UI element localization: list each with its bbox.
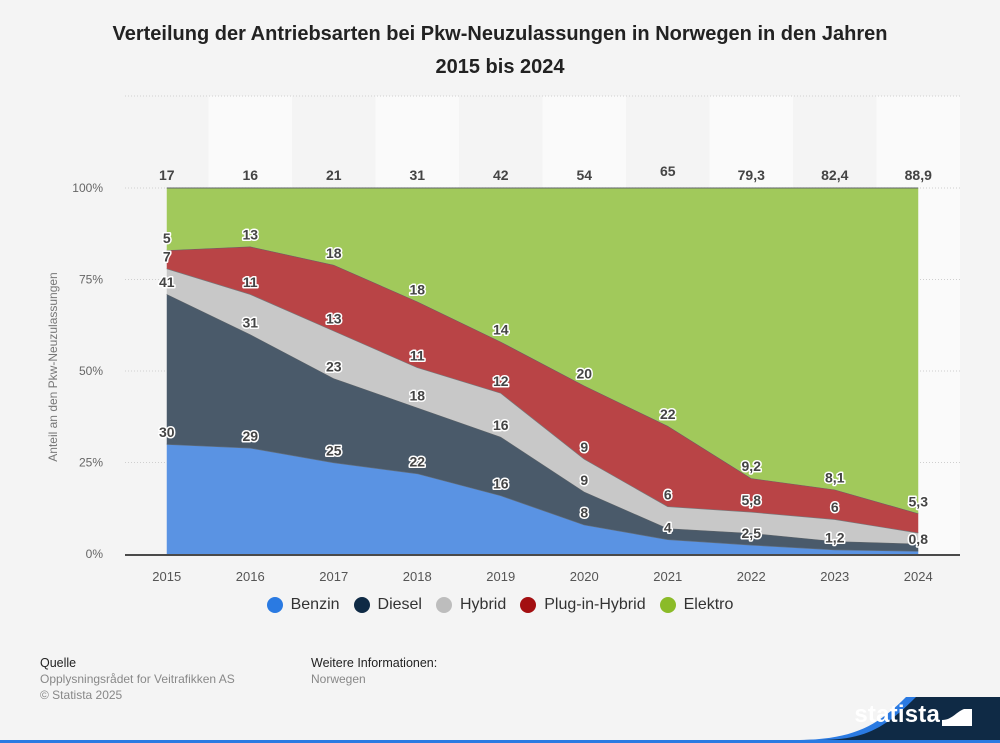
x-tick-label: 2021 — [653, 569, 682, 584]
info-heading: Weitere Informationen: — [311, 656, 438, 670]
x-tick-label: 2019 — [486, 569, 515, 584]
legend-label: Benzin — [290, 596, 340, 613]
data-label-benzin: 0,8 — [909, 531, 929, 547]
area-diesel — [166, 294, 919, 552]
data-label-benzin: 16 — [493, 475, 509, 491]
area-elektro — [166, 188, 919, 514]
data-label-elektro: 54 — [576, 167, 592, 183]
data-label-plug-in-hybrid: 18 — [409, 281, 425, 297]
footer-info: Weitere Informationen: Norwegen — [311, 655, 437, 687]
area-hybrid — [166, 268, 919, 544]
area-benzin — [166, 444, 919, 554]
data-label-diesel: 16 — [493, 417, 509, 433]
data-label-elektro: 88,9 — [905, 167, 932, 183]
data-label-diesel: 41 — [159, 274, 175, 290]
statista-brand[interactable]: statista — [800, 697, 1000, 740]
bottom-accent-line — [0, 740, 1000, 743]
data-label-plug-in-hybrid: 13 — [242, 227, 258, 243]
footer-source: Quelle Opplysningsrådet for Veitrafikken… — [40, 655, 235, 703]
data-label-elektro: 82,4 — [821, 167, 848, 183]
data-label-diesel: 23 — [326, 358, 342, 374]
legend-marker-diesel — [353, 597, 370, 613]
data-label-diesel: 31 — [242, 314, 258, 330]
legend-marker-elektro — [659, 597, 676, 613]
x-tick-label: 2023 — [820, 569, 849, 584]
chart-title-line-1: Verteilung der Antriebsarten bei Pkw-Neu… — [112, 23, 888, 45]
x-tick-label: 2020 — [570, 569, 599, 584]
y-tick-label: 25% — [79, 456, 103, 470]
data-label-plug-in-hybrid: 20 — [576, 366, 592, 382]
data-label-plug-in-hybrid: 9,2 — [742, 458, 762, 474]
chart-legend: Benzin Diesel Hybrid Plug-in-Hybrid Elek… — [0, 596, 1000, 614]
data-label-plug-in-hybrid: 5 — [163, 230, 171, 246]
legend-label: Elektro — [683, 596, 734, 613]
data-label-elektro: 65 — [660, 163, 676, 179]
data-label-elektro: 79,3 — [738, 167, 765, 183]
data-label-elektro: 17 — [159, 167, 175, 183]
legend-item-elektro[interactable]: Elektro — [659, 596, 734, 614]
legend-label: Plug-in-Hybrid — [544, 596, 646, 613]
data-label-hybrid: 12 — [493, 373, 509, 389]
y-tick-label: 50% — [79, 364, 103, 378]
legend-marker-hybrid — [435, 597, 452, 613]
legend-label: Hybrid — [459, 596, 507, 613]
data-label-plug-in-hybrid: 8,1 — [825, 470, 845, 486]
chart-title: Verteilung der Antriebsarten bei Pkw-Neu… — [40, 18, 960, 84]
data-label-elektro: 42 — [493, 167, 509, 183]
data-label-benzin: 29 — [242, 428, 258, 444]
data-label-benzin: 30 — [159, 424, 175, 440]
legend-marker-plug-in-hybrid — [520, 597, 537, 613]
data-label-diesel: 9 — [580, 472, 588, 488]
legend-item-diesel[interactable]: Diesel — [353, 596, 422, 614]
statista-logo-text: statista — [854, 701, 940, 728]
x-tick-label: 2018 — [403, 569, 432, 584]
y-axis-title: Anteil an den Pkw-Neuzulassungen — [46, 272, 60, 461]
data-label-benzin: 22 — [409, 453, 425, 469]
data-label-hybrid: 7 — [163, 249, 171, 265]
x-tick-label: 2016 — [236, 569, 265, 584]
data-label-hybrid: 13 — [326, 311, 342, 327]
stacked-area-chart: 0% 25% 50% 75% 100% Anteil an den Pkw-Neuzula… — [46, 95, 960, 584]
legend-marker-benzin — [266, 597, 283, 613]
info-link[interactable]: Norwegen — [311, 672, 366, 686]
data-label-hybrid: 5,8 — [742, 492, 762, 508]
data-label-plug-in-hybrid: 5,3 — [909, 493, 929, 509]
legend-label: Diesel — [377, 596, 422, 613]
chart-title-line-2: 2015 bis 2024 — [435, 56, 565, 78]
y-tick-label: 0% — [86, 547, 104, 561]
data-label-plug-in-hybrid: 22 — [660, 406, 676, 422]
data-label-plug-in-hybrid: 18 — [326, 245, 342, 261]
data-label-benzin: 8 — [580, 505, 588, 521]
data-label-elektro: 16 — [242, 167, 258, 183]
data-label-hybrid: 11 — [410, 347, 425, 363]
source-text[interactable]: Opplysningsrådet for Veitrafikken AS — [40, 672, 235, 686]
data-label-hybrid: 9 — [580, 439, 588, 455]
y-tick-label: 100% — [72, 181, 103, 195]
data-label-benzin: 2,5 — [742, 525, 762, 541]
data-label-hybrid: 6 — [831, 499, 839, 515]
data-label-hybrid: 11 — [243, 274, 258, 290]
data-label-plug-in-hybrid: 14 — [493, 322, 509, 338]
legend-item-benzin[interactable]: Benzin — [266, 596, 340, 614]
area-plug-in-hybrid — [166, 246, 919, 533]
copyright-text: © Statista 2025 — [40, 688, 123, 702]
data-label-diesel: 18 — [409, 388, 425, 404]
statista-logo-icon — [942, 706, 972, 726]
data-label-hybrid: 6 — [664, 486, 672, 502]
legend-item-plug-in-hybrid[interactable]: Plug-in-Hybrid — [520, 596, 646, 614]
x-tick-label: 2024 — [904, 569, 933, 584]
x-tick-label: 2022 — [737, 569, 766, 584]
x-tick-label: 2015 — [152, 569, 181, 584]
data-label-benzin: 25 — [326, 443, 342, 459]
data-label-elektro: 31 — [409, 167, 425, 183]
y-tick-label: 75% — [79, 273, 103, 287]
data-label-elektro: 21 — [326, 167, 342, 183]
data-label-benzin: 4 — [664, 519, 672, 535]
data-label-benzin: 1,2 — [825, 530, 845, 546]
source-heading: Quelle — [40, 656, 77, 670]
x-tick-label: 2017 — [319, 569, 348, 584]
legend-item-hybrid[interactable]: Hybrid — [435, 596, 507, 614]
